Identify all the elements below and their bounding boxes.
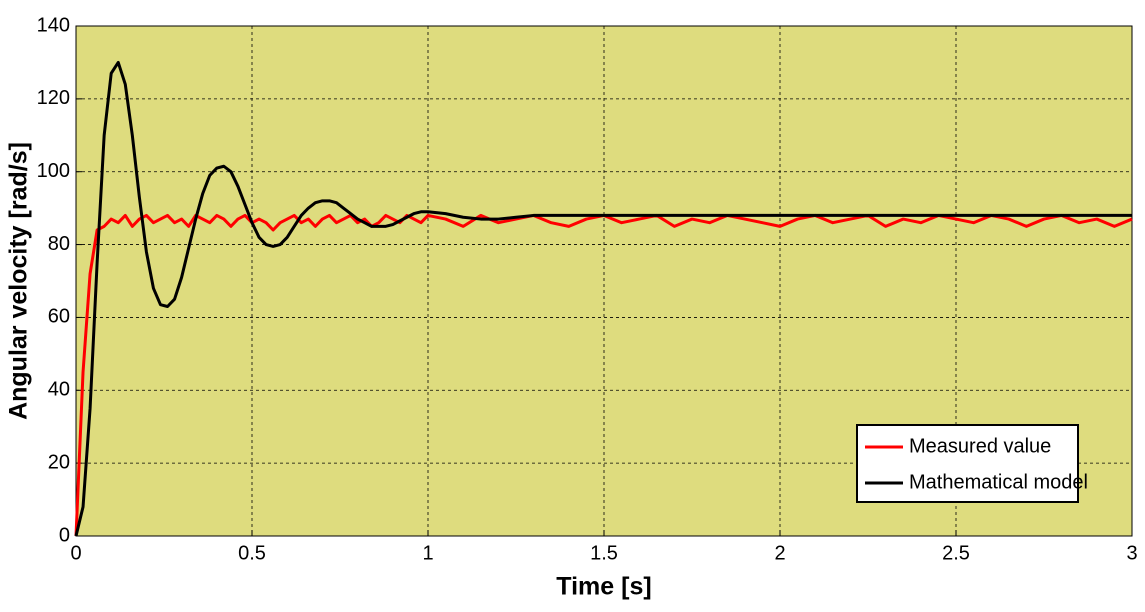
x-tick-label: 2.5 — [942, 542, 970, 564]
x-tick-label: 3 — [1126, 542, 1137, 564]
legend-label: Measured value — [909, 435, 1051, 457]
x-tick-label: 1 — [422, 542, 433, 564]
plot-frame — [75, 25, 1133, 537]
y-tick-label: 60 — [48, 306, 70, 328]
x-axis-label: Time [s] — [556, 573, 651, 601]
y-tick-label: 80 — [48, 233, 70, 255]
y-tick-label: 40 — [48, 379, 70, 401]
y-tick-label: 140 — [37, 14, 70, 36]
x-tick-label: 2 — [774, 542, 785, 564]
y-tick-label: 100 — [37, 160, 70, 182]
y-tick-label: 0 — [59, 524, 70, 546]
x-tick-label: 0.5 — [238, 542, 266, 564]
y-tick-label: 120 — [37, 87, 70, 109]
legend-box — [856, 424, 1079, 503]
data-line — [74, 60, 1132, 537]
y-axis-label: Angular velocity [rad/s] — [5, 142, 33, 420]
legend-label: Mathematical model — [909, 471, 1088, 493]
y-tick-label: 20 — [48, 451, 70, 473]
x-tick-label: 1.5 — [590, 542, 618, 564]
x-tick-label: 0 — [70, 542, 81, 564]
